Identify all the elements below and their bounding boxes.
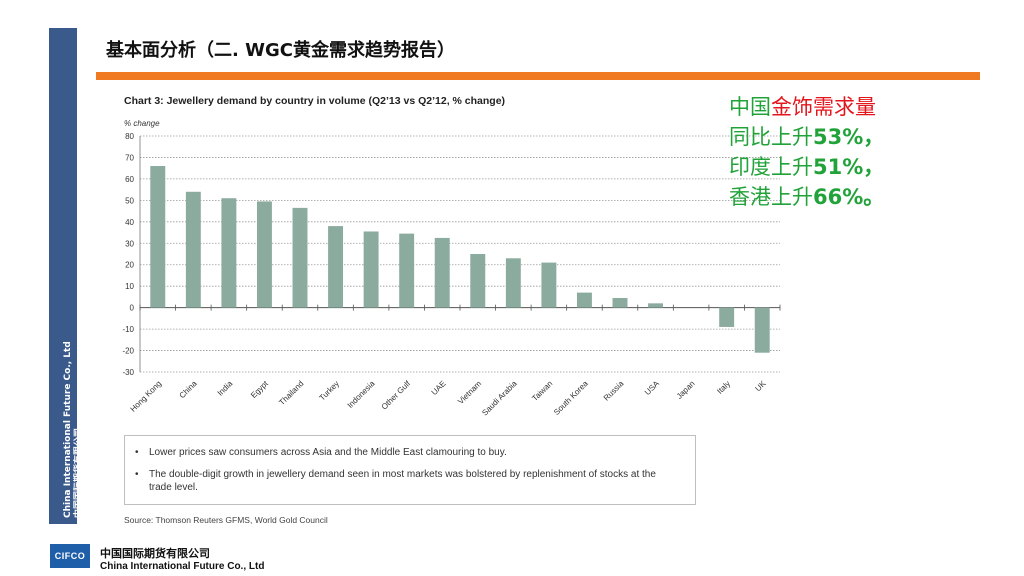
x-tick-label: Thailand — [277, 379, 305, 407]
bar — [470, 254, 486, 308]
sidebar-company-cn: 中国国际期货有限公司 — [74, 427, 84, 518]
y-tick-label: 20 — [125, 261, 134, 270]
y-tick-label: 50 — [125, 196, 134, 205]
annotation-punct: 。 — [863, 185, 885, 209]
annotation-punct: ， — [863, 155, 885, 179]
note-item: • The double-digit growth in jewellery d… — [135, 468, 680, 494]
annotation-callout: 中国金饰需求量 同比上升53%， 印度上升51%， 香港上升66%。 — [729, 92, 884, 212]
x-tick-label: Taiwan — [530, 379, 554, 403]
chart-source: Source: Thomson Reuters GFMS, World Gold… — [124, 515, 328, 525]
x-tick-label: China — [178, 379, 200, 401]
footer-company-en: China International Future Co., Ltd — [100, 561, 265, 572]
x-tick-label: South Korea — [552, 379, 590, 417]
annotation-china: 中国 — [729, 95, 771, 119]
annotation-value: 66% — [813, 185, 864, 209]
sidebar-company-text: China International Future Co., Ltd 中国国际… — [63, 341, 85, 518]
x-tick-label: Italy — [715, 379, 732, 396]
x-tick-label: Saudi Arabia — [480, 379, 519, 418]
bar — [612, 297, 628, 308]
bullet-icon: • — [135, 469, 139, 480]
bar — [754, 307, 770, 353]
annotation-punct: ， — [863, 125, 885, 149]
page-title: 基本面分析（二. WGC黄金需求趋势报告） — [106, 40, 455, 61]
sidebar-company-en: China International Future Co., Ltd — [63, 341, 73, 518]
y-tick-label: 80 — [125, 132, 134, 141]
x-tick-label: Turkey — [318, 379, 341, 402]
x-tick-label: Hong Kong — [129, 379, 164, 414]
annotation-text: 印度上升 — [729, 155, 813, 179]
x-tick-label: Vietnam — [456, 379, 483, 406]
note-item: • Lower prices saw consumers across Asia… — [135, 446, 680, 459]
y-tick-label: 60 — [125, 175, 134, 184]
title-underline — [96, 72, 980, 80]
y-tick-label: 30 — [125, 239, 134, 248]
notes-box: • Lower prices saw consumers across Asia… — [124, 435, 696, 505]
bar — [399, 233, 415, 308]
x-tick-label: Egypt — [249, 379, 270, 400]
bar — [363, 231, 379, 308]
bar — [292, 207, 308, 308]
bar — [328, 226, 344, 308]
x-tick-label: USA — [643, 379, 661, 397]
annotation-text: 同比上升 — [729, 125, 813, 149]
y-tick-label: -30 — [122, 368, 134, 377]
sidebar-band — [49, 28, 77, 524]
x-tick-label: India — [216, 379, 235, 398]
bar — [256, 201, 272, 308]
x-tick-label: Indonesia — [346, 379, 377, 410]
y-tick-label: -20 — [122, 347, 134, 356]
bar — [150, 166, 166, 308]
x-tick-label: UAE — [430, 379, 448, 397]
x-tick-label: Other Gulf — [380, 379, 413, 412]
annotation-text: 香港上升 — [729, 185, 813, 209]
y-axis-label: % change — [124, 119, 160, 128]
x-tick-label: Japan — [675, 379, 697, 401]
bullet-icon: • — [135, 447, 139, 458]
annotation-value: 53% — [813, 125, 864, 149]
annotation-value: 51% — [813, 155, 864, 179]
y-tick-label: 10 — [125, 282, 134, 291]
x-tick-label: Russia — [602, 379, 626, 403]
y-tick-label: 70 — [125, 153, 134, 162]
annotation-highlight: 金饰需求量 — [771, 95, 876, 119]
y-tick-label: 0 — [130, 304, 135, 313]
bar — [541, 262, 557, 308]
note-text: The double-digit growth in jewellery dem… — [149, 469, 656, 493]
y-tick-label: -10 — [122, 325, 134, 334]
bar — [648, 303, 664, 308]
chart-title: Chart 3: Jewellery demand by country in … — [124, 95, 506, 107]
x-tick-label: UK — [753, 379, 768, 394]
y-tick-label: 40 — [125, 218, 134, 227]
bar — [185, 191, 201, 308]
bar — [576, 292, 592, 308]
note-text: Lower prices saw consumers across Asia a… — [149, 447, 507, 458]
bar — [434, 237, 450, 308]
bar — [221, 198, 237, 308]
company-logo: CIFCO — [50, 544, 90, 568]
footer-company-cn: 中国国际期货有限公司 — [100, 547, 210, 560]
bar-chart: % change 80 70 60 50 40 30 20 10 0 -10 -20 -30 Hong K… — [122, 119, 781, 418]
bar — [719, 307, 735, 327]
bar — [505, 258, 521, 308]
